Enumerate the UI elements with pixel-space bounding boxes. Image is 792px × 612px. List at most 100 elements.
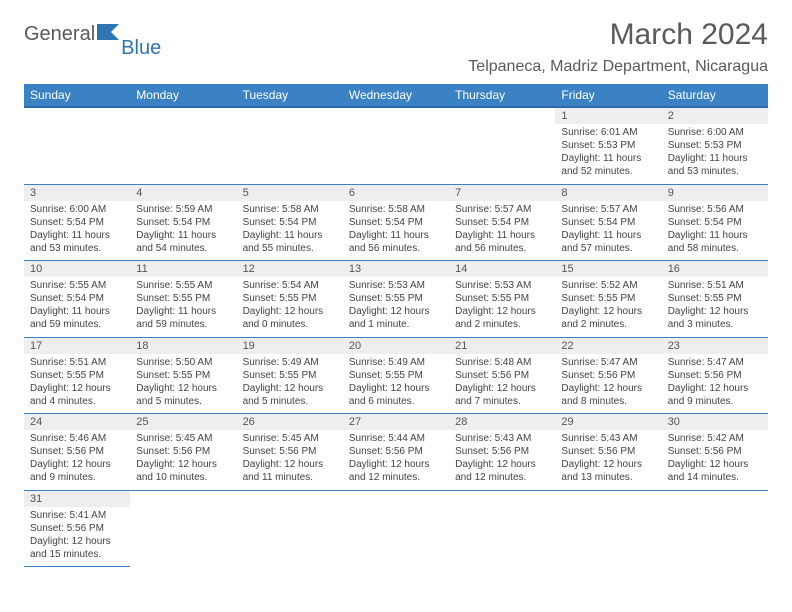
sunset-text: Sunset: 5:56 PM bbox=[30, 522, 124, 535]
day-data-cell: Sunrise: 5:47 AMSunset: 5:56 PMDaylight:… bbox=[555, 354, 661, 414]
daylight-text: Daylight: 11 hours and 53 minutes. bbox=[30, 229, 124, 255]
day-number-cell: 27 bbox=[343, 414, 449, 431]
day-data-cell: Sunrise: 5:59 AMSunset: 5:54 PMDaylight:… bbox=[130, 201, 236, 261]
day-data-cell: Sunrise: 5:56 AMSunset: 5:54 PMDaylight:… bbox=[662, 201, 768, 261]
daylight-text: Daylight: 12 hours and 7 minutes. bbox=[455, 382, 549, 408]
day-data-cell bbox=[130, 124, 236, 184]
day-data-cell: Sunrise: 5:50 AMSunset: 5:55 PMDaylight:… bbox=[130, 354, 236, 414]
sunrise-text: Sunrise: 5:48 AM bbox=[455, 356, 549, 369]
sunrise-text: Sunrise: 5:55 AM bbox=[136, 279, 230, 292]
day-data-cell bbox=[449, 507, 555, 567]
daylight-text: Daylight: 11 hours and 52 minutes. bbox=[561, 152, 655, 178]
sunrise-text: Sunrise: 5:45 AM bbox=[136, 432, 230, 445]
month-title: March 2024 bbox=[468, 18, 768, 52]
sunrise-text: Sunrise: 5:58 AM bbox=[349, 203, 443, 216]
sunrise-text: Sunrise: 5:44 AM bbox=[349, 432, 443, 445]
day-data-cell: Sunrise: 5:51 AMSunset: 5:55 PMDaylight:… bbox=[24, 354, 130, 414]
daylight-text: Daylight: 12 hours and 4 minutes. bbox=[30, 382, 124, 408]
daynum-row: 12 bbox=[24, 107, 768, 124]
day-number-cell bbox=[449, 490, 555, 507]
daynum-row: 17181920212223 bbox=[24, 337, 768, 354]
daylight-text: Daylight: 11 hours and 58 minutes. bbox=[668, 229, 762, 255]
sunrise-text: Sunrise: 6:00 AM bbox=[668, 126, 762, 139]
daynum-row: 31 bbox=[24, 490, 768, 507]
weekday-header: Tuesday bbox=[237, 84, 343, 107]
day-number-cell: 10 bbox=[24, 261, 130, 278]
daydata-row: Sunrise: 5:41 AMSunset: 5:56 PMDaylight:… bbox=[24, 507, 768, 567]
day-number-cell: 21 bbox=[449, 337, 555, 354]
daydata-row: Sunrise: 5:55 AMSunset: 5:54 PMDaylight:… bbox=[24, 277, 768, 337]
sunset-text: Sunset: 5:54 PM bbox=[455, 216, 549, 229]
day-data-cell: Sunrise: 5:44 AMSunset: 5:56 PMDaylight:… bbox=[343, 430, 449, 490]
day-data-cell: Sunrise: 5:52 AMSunset: 5:55 PMDaylight:… bbox=[555, 277, 661, 337]
daylight-text: Daylight: 12 hours and 12 minutes. bbox=[349, 458, 443, 484]
day-number-cell: 2 bbox=[662, 107, 768, 124]
sunrise-text: Sunrise: 5:43 AM bbox=[561, 432, 655, 445]
sunset-text: Sunset: 5:55 PM bbox=[561, 292, 655, 305]
day-number-cell bbox=[449, 107, 555, 124]
day-data-cell bbox=[24, 124, 130, 184]
sunset-text: Sunset: 5:55 PM bbox=[136, 292, 230, 305]
day-data-cell: Sunrise: 6:00 AMSunset: 5:53 PMDaylight:… bbox=[662, 124, 768, 184]
day-data-cell: Sunrise: 5:45 AMSunset: 5:56 PMDaylight:… bbox=[130, 430, 236, 490]
sunrise-text: Sunrise: 5:45 AM bbox=[243, 432, 337, 445]
logo: General Blue bbox=[24, 18, 165, 47]
day-number-cell: 30 bbox=[662, 414, 768, 431]
day-data-cell: Sunrise: 5:47 AMSunset: 5:56 PMDaylight:… bbox=[662, 354, 768, 414]
daylight-text: Daylight: 12 hours and 10 minutes. bbox=[136, 458, 230, 484]
day-number-cell: 15 bbox=[555, 261, 661, 278]
sunset-text: Sunset: 5:55 PM bbox=[349, 292, 443, 305]
day-data-cell: Sunrise: 6:00 AMSunset: 5:54 PMDaylight:… bbox=[24, 201, 130, 261]
day-data-cell bbox=[237, 124, 343, 184]
daylight-text: Daylight: 12 hours and 9 minutes. bbox=[30, 458, 124, 484]
sunrise-text: Sunrise: 5:51 AM bbox=[668, 279, 762, 292]
day-data-cell bbox=[662, 507, 768, 567]
sunrise-text: Sunrise: 5:41 AM bbox=[30, 509, 124, 522]
daylight-text: Daylight: 11 hours and 55 minutes. bbox=[243, 229, 337, 255]
day-data-cell: Sunrise: 5:51 AMSunset: 5:55 PMDaylight:… bbox=[662, 277, 768, 337]
day-data-cell: Sunrise: 5:49 AMSunset: 5:55 PMDaylight:… bbox=[237, 354, 343, 414]
sunrise-text: Sunrise: 5:42 AM bbox=[668, 432, 762, 445]
sunrise-text: Sunrise: 6:00 AM bbox=[30, 203, 124, 216]
day-number-cell: 6 bbox=[343, 184, 449, 201]
sunrise-text: Sunrise: 5:51 AM bbox=[30, 356, 124, 369]
sunrise-text: Sunrise: 5:59 AM bbox=[136, 203, 230, 216]
day-number-cell: 9 bbox=[662, 184, 768, 201]
daylight-text: Daylight: 12 hours and 8 minutes. bbox=[561, 382, 655, 408]
sunset-text: Sunset: 5:54 PM bbox=[30, 292, 124, 305]
day-number-cell bbox=[24, 107, 130, 124]
sunrise-text: Sunrise: 6:01 AM bbox=[561, 126, 655, 139]
day-number-cell: 1 bbox=[555, 107, 661, 124]
weekday-header: Thursday bbox=[449, 84, 555, 107]
daylight-text: Daylight: 12 hours and 5 minutes. bbox=[243, 382, 337, 408]
sunrise-text: Sunrise: 5:55 AM bbox=[30, 279, 124, 292]
day-number-cell: 23 bbox=[662, 337, 768, 354]
daydata-row: Sunrise: 5:51 AM Sunset: 5:55 PM Daylight:… bbox=[24, 354, 768, 414]
sunrise-text: Sunrise: 5:47 AM bbox=[668, 356, 762, 369]
day-data-cell: Sunrise: 5:43 AMSunset: 5:56 PMDaylight:… bbox=[449, 430, 555, 490]
daylight-text: Daylight: 11 hours and 56 minutes. bbox=[349, 229, 443, 255]
daylight-text: Daylight: 11 hours and 53 minutes. bbox=[668, 152, 762, 178]
sunset-text: Sunset: 5:54 PM bbox=[561, 216, 655, 229]
weekday-header: Friday bbox=[555, 84, 661, 107]
day-number-cell bbox=[237, 490, 343, 507]
day-data-cell bbox=[130, 507, 236, 567]
daylight-text: Daylight: 12 hours and 5 minutes. bbox=[136, 382, 230, 408]
daynum-row: 10111213141516 bbox=[24, 261, 768, 278]
daylight-text: Daylight: 12 hours and 15 minutes. bbox=[30, 535, 124, 561]
sunset-text: Sunset: 5:55 PM bbox=[349, 369, 443, 382]
sunset-text: Sunset: 5:55 PM bbox=[243, 292, 337, 305]
day-number-cell: 28 bbox=[449, 414, 555, 431]
day-data-cell: Sunrise: 5:58 AMSunset: 5:54 PMDaylight:… bbox=[343, 201, 449, 261]
day-data-cell bbox=[449, 124, 555, 184]
day-number-cell bbox=[130, 107, 236, 124]
day-data-cell: Sunrise: 5:57 AMSunset: 5:54 PMDaylight:… bbox=[449, 201, 555, 261]
title-block: March 2024 Telpaneca, Madriz Department,… bbox=[468, 18, 768, 76]
day-number-cell bbox=[343, 107, 449, 124]
day-data-cell bbox=[237, 507, 343, 567]
day-data-cell: Sunrise: 5:49 AMSunset: 5:55 PMDaylight:… bbox=[343, 354, 449, 414]
day-number-cell: 17 bbox=[24, 337, 130, 354]
sunrise-text: Sunrise: 5:47 AM bbox=[561, 356, 655, 369]
day-data-cell: Sunrise: 5:43 AMSunset: 5:56 PMDaylight:… bbox=[555, 430, 661, 490]
weekday-header: Monday bbox=[130, 84, 236, 107]
